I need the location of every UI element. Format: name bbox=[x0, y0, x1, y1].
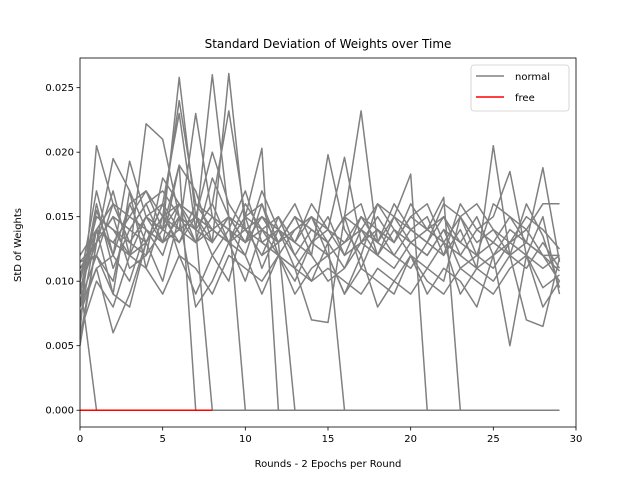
series-line-normal-12 bbox=[80, 254, 560, 334]
plot-area bbox=[80, 72, 561, 411]
x-tick-label: 20 bbox=[404, 434, 417, 445]
y-tick-label: 0.020 bbox=[45, 148, 74, 159]
series-line-normal-8 bbox=[80, 151, 560, 270]
legend-label-free: free bbox=[515, 93, 535, 104]
legend: normal free bbox=[470, 64, 570, 112]
axes: 0 5 10 15 20 25 30 0.000 0.005 0.010 0.015 0.020 0.0… bbox=[45, 57, 583, 445]
series-line-normal-13 bbox=[80, 215, 561, 334]
series-line-normal-11 bbox=[80, 203, 561, 347]
x-tick-label: 5 bbox=[159, 434, 165, 445]
series-line-normal-dropout-9 bbox=[80, 281, 560, 411]
y-tick-label: 0.010 bbox=[45, 277, 74, 288]
chart-title: Standard Deviation of Weights over Time bbox=[205, 37, 452, 51]
y-tick-label: 0.005 bbox=[45, 341, 74, 352]
x-tick-label: 15 bbox=[322, 434, 335, 445]
x-tick-label: 0 bbox=[77, 434, 83, 445]
y-tick-label: 0.000 bbox=[45, 406, 74, 417]
legend-label-normal: normal bbox=[515, 72, 550, 83]
series-line-normal-5 bbox=[80, 99, 561, 282]
series-group bbox=[80, 72, 561, 411]
x-tick-label: 30 bbox=[570, 434, 583, 445]
x-tick-label: 10 bbox=[239, 434, 252, 445]
series-line-normal-2 bbox=[80, 74, 561, 346]
y-tick-label: 0.025 bbox=[45, 83, 74, 94]
y-tick-label: 0.015 bbox=[45, 212, 74, 223]
y-axis-label: StD of Weights bbox=[13, 208, 24, 282]
x-axis-label: Rounds - 2 Epochs per Round bbox=[255, 459, 402, 470]
x-tick-label: 25 bbox=[487, 434, 500, 445]
series-line-normal-1 bbox=[80, 76, 560, 333]
